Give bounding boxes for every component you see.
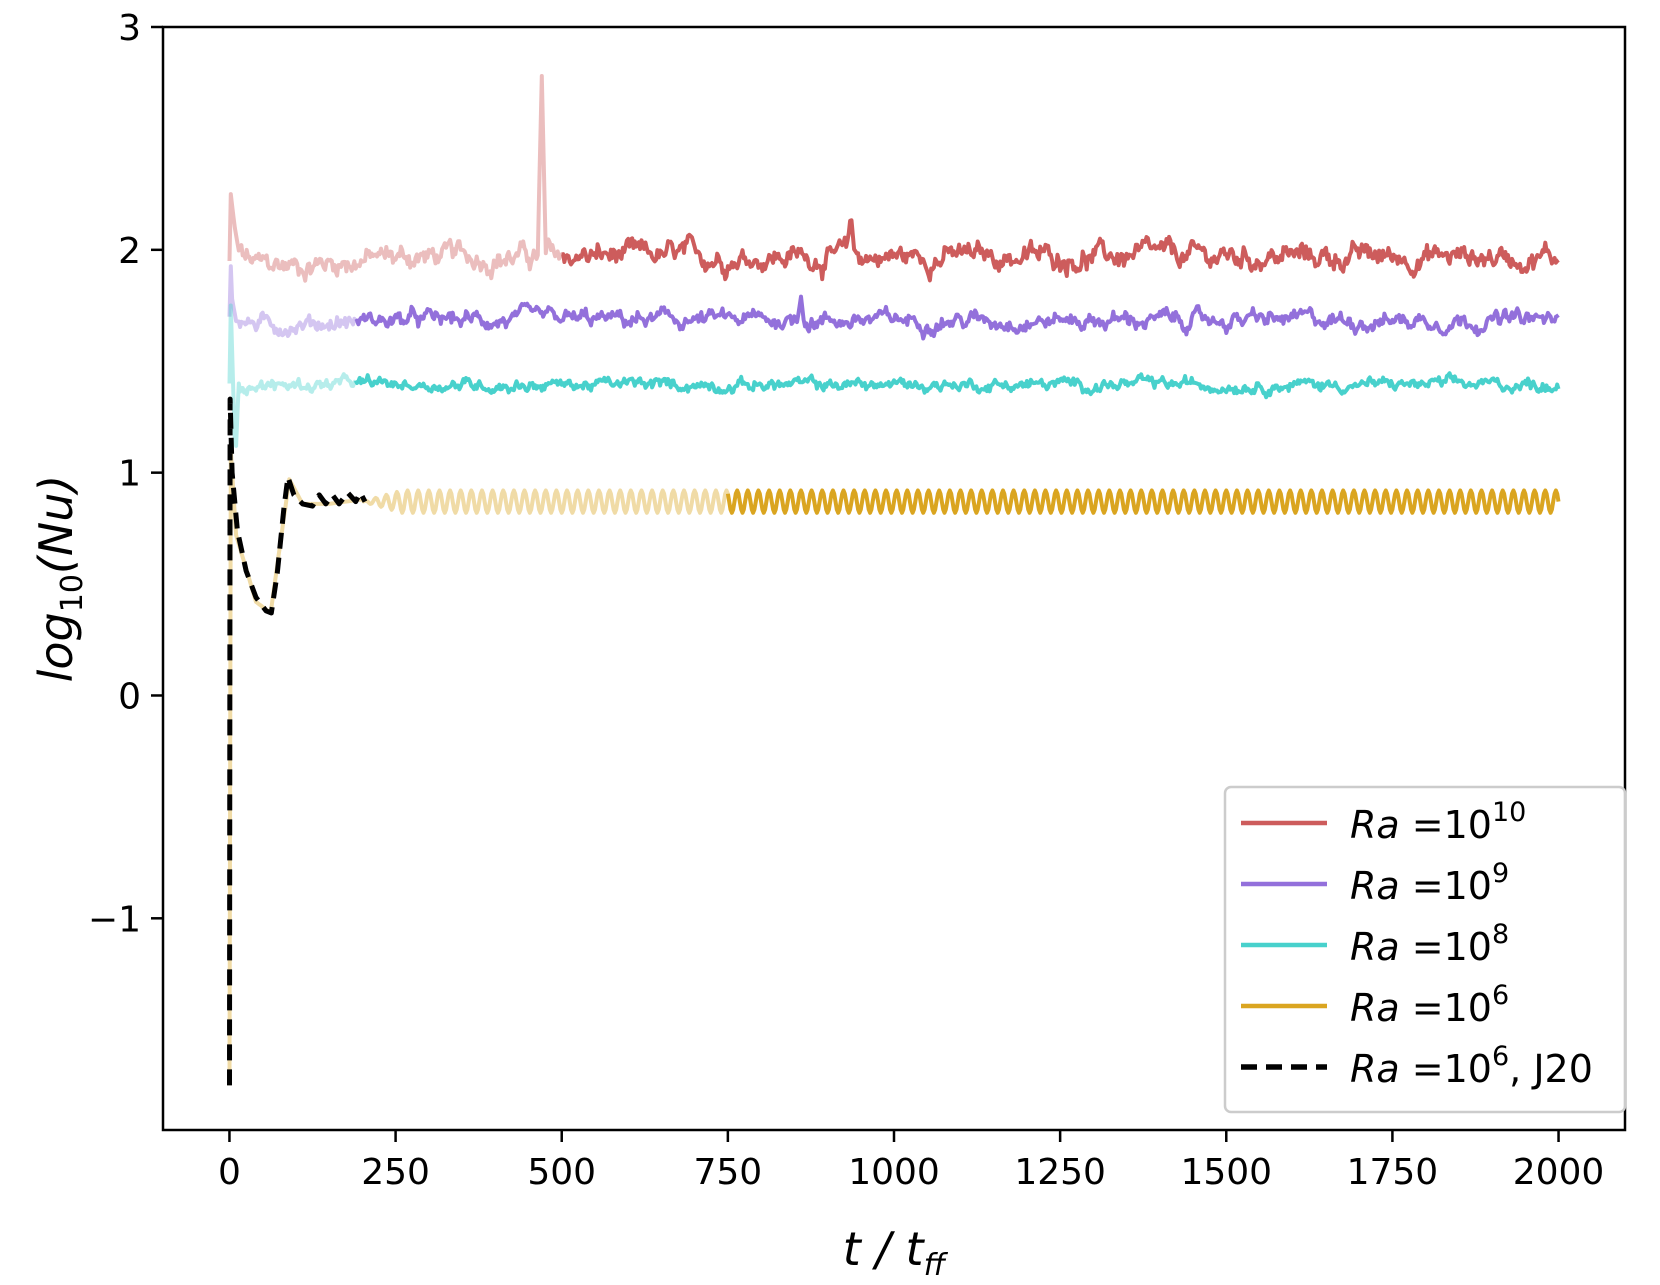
y-tick-label-4: 3 xyxy=(118,8,141,49)
x-tick-label-4: 1000 xyxy=(848,1152,940,1193)
legend-label-prefix-2: Ra xyxy=(1350,925,1412,969)
legend-item-2: Ra =108 xyxy=(1241,919,1509,969)
y-tick-label-3: 2 xyxy=(118,231,141,272)
legend-label-exp-4: 6 xyxy=(1492,1041,1509,1072)
x-tick-label-5: 1250 xyxy=(1014,1152,1106,1193)
x-tick-label-8: 2000 xyxy=(1513,1152,1605,1193)
legend-label-1: Ra =109 xyxy=(1350,858,1509,908)
legend-label-prefix-4: Ra xyxy=(1350,1047,1412,1091)
series-line-faded-1 xyxy=(227,264,358,338)
series-line-faded-3 xyxy=(227,448,730,1086)
x-tick-label-2: 500 xyxy=(527,1152,596,1193)
y-tick-label-1: 0 xyxy=(118,676,141,717)
series-line-2 xyxy=(353,371,1561,400)
ticks-layer: 0 250 500 750 1000 1250 1500 1750 2000 −1 0 1 2 3 xyxy=(88,8,1604,1193)
legend-label-suffix-4: , J20 xyxy=(1509,1047,1593,1091)
series-line-ref-4 xyxy=(227,396,368,1086)
x-axis-label-sub: ff xyxy=(924,1248,949,1283)
legend-label-3: Ra =106 xyxy=(1350,980,1509,1030)
series-1 xyxy=(227,264,1560,341)
legend-label-base-1: =10 xyxy=(1412,864,1492,908)
legend-label-2: Ra =108 xyxy=(1350,919,1509,969)
legend-label-prefix-1: Ra xyxy=(1350,864,1412,908)
series-line-3 xyxy=(725,488,1561,515)
series-line-faded-2 xyxy=(227,303,358,448)
legend-label-0: Ra =1010 xyxy=(1350,797,1526,847)
legend-label-prefix-3: Ra xyxy=(1350,986,1412,1030)
legend-label-4: Ra =106, J20 xyxy=(1350,1041,1593,1091)
series-line-0 xyxy=(561,218,1560,283)
y-tick-label-0: −1 xyxy=(88,899,141,940)
legend-item-1: Ra =109 xyxy=(1241,858,1509,908)
series-0 xyxy=(227,74,1560,283)
series-4 xyxy=(227,396,368,1086)
y-axis-label-sub: 10 xyxy=(55,574,90,612)
x-tick-label-6: 1500 xyxy=(1180,1152,1272,1193)
x-tick-label-7: 1750 xyxy=(1347,1152,1439,1193)
series-layer xyxy=(227,74,1561,1086)
series-line-1 xyxy=(354,294,1560,341)
legend-label-exp-3: 6 xyxy=(1492,980,1509,1011)
series-line-faded-0 xyxy=(227,74,563,283)
legend-label-base-0: =10 xyxy=(1412,803,1492,847)
legend-label-exp-0: 10 xyxy=(1492,797,1526,828)
x-tick-label-1: 250 xyxy=(361,1152,430,1193)
x-axis-label: t / tff xyxy=(843,1222,949,1283)
legend-item-0: Ra =1010 xyxy=(1241,797,1526,847)
legend-label-base-2: =10 xyxy=(1412,925,1492,969)
legend-box xyxy=(1223,785,1627,1114)
y-axis-label: log10(Nu) xyxy=(29,475,90,683)
series-2 xyxy=(227,303,1561,448)
legend-item-4: Ra =106, J20 xyxy=(1241,1041,1593,1091)
legend-label-prefix-0: Ra xyxy=(1350,803,1412,847)
x-axis-label-main: t / t xyxy=(843,1222,926,1276)
x-tick-label-0: 0 xyxy=(218,1152,241,1193)
y-axis-label-pre: log xyxy=(29,612,83,682)
y-tick-label-2: 1 xyxy=(118,454,141,495)
y-axis-label-post: (Nu) xyxy=(29,475,83,574)
x-tick-label-3: 750 xyxy=(694,1152,763,1193)
legend-label-exp-2: 8 xyxy=(1492,919,1509,950)
legend-item-3: Ra =106 xyxy=(1241,980,1509,1030)
legend-label-exp-1: 9 xyxy=(1492,858,1509,889)
legend-label-base-3: =10 xyxy=(1412,986,1492,1030)
legend-label-base-4: =10 xyxy=(1412,1047,1492,1091)
